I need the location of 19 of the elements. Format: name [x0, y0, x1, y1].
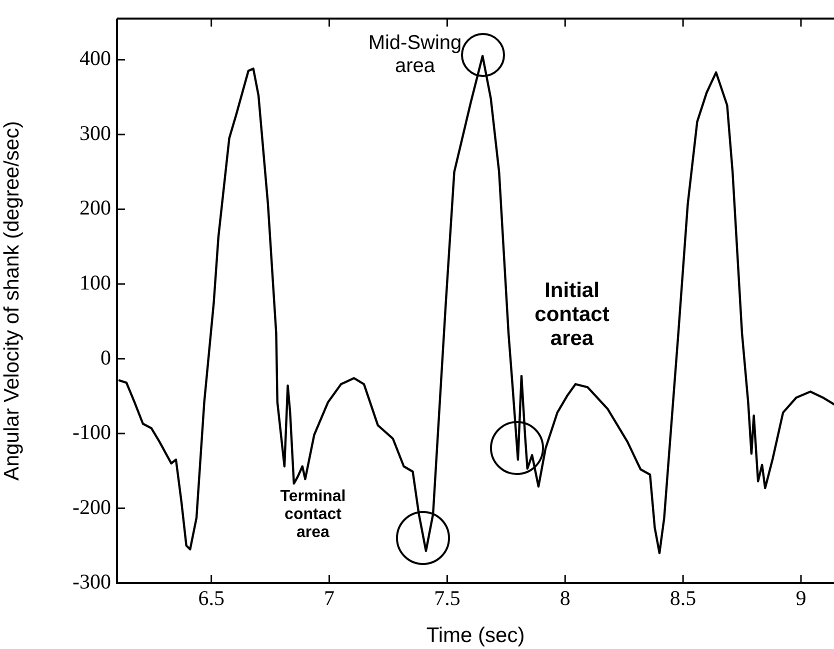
- x-axis-title: Time (sec): [426, 624, 525, 648]
- y-tick-label: 300: [80, 120, 111, 145]
- y-tick-label: -300: [72, 570, 111, 594]
- y-axis-title: Angular Velocity of shank (degree/sec): [0, 121, 24, 481]
- annotation: Terminal contact area: [279, 488, 347, 543]
- y-tick-label: -100: [72, 420, 111, 444]
- x-tick-label: 7: [324, 586, 335, 610]
- annotation: Mid-Swing area: [367, 32, 463, 78]
- x-tick-label: 8.5: [670, 586, 696, 610]
- y-tick-label: 200: [80, 196, 111, 220]
- y-tick-label: 0: [100, 345, 111, 370]
- x-tick-label: 7.5: [434, 586, 460, 610]
- x-tick-label: 8: [560, 586, 570, 610]
- annotation: Initial contact area: [534, 279, 610, 352]
- x-tick-label: 9: [796, 586, 806, 610]
- y-tick-label: 100: [80, 270, 111, 294]
- x-tick-label: 6.5: [198, 586, 224, 610]
- y-tick-label: 400: [80, 46, 111, 70]
- y-tick-label: -200: [72, 494, 111, 519]
